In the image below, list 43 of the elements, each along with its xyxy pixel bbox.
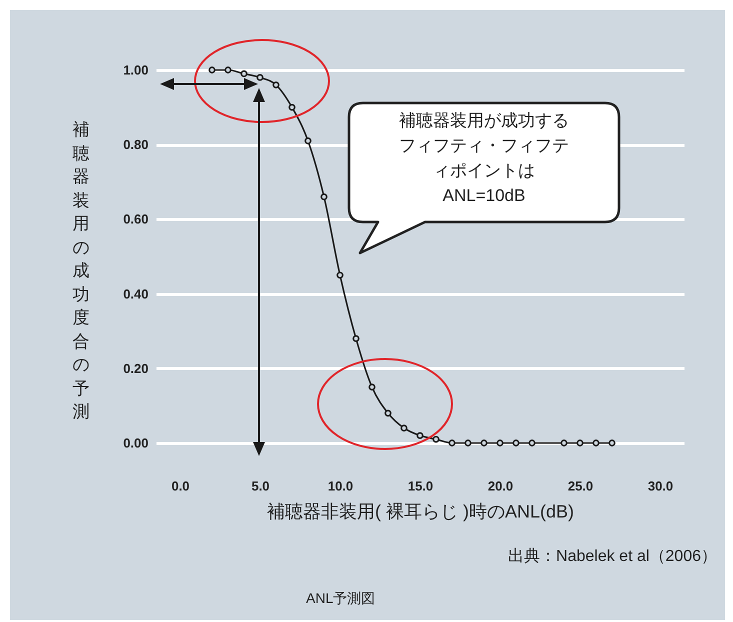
point <box>224 66 232 74</box>
point <box>368 384 376 390</box>
source-note: 出典：Nabelek et al（2006） <box>508 546 717 567</box>
point <box>448 440 456 446</box>
point <box>272 81 280 88</box>
point <box>480 440 488 446</box>
point <box>416 432 424 439</box>
point <box>288 104 296 111</box>
point <box>464 440 472 446</box>
x-tick-label: 5.0 <box>251 478 270 494</box>
text: 補聴器装用の成功度合の予測 <box>72 120 90 421</box>
x-axis-title: 補聴器非装用( 裸耳らじ )時のANL(dB) <box>266 502 574 522</box>
x-tick-label: 25.0 <box>568 478 594 494</box>
x-tick-label: 30.0 <box>648 478 674 494</box>
point <box>528 440 536 446</box>
x-tick-label: 15.0 <box>408 478 434 494</box>
point <box>400 424 408 432</box>
point <box>304 137 312 144</box>
point <box>592 440 600 446</box>
x-tick-label: 10.0 <box>328 478 354 494</box>
point <box>256 74 264 81</box>
point <box>352 335 360 342</box>
point <box>336 272 344 279</box>
y-tick-label: 0.00 <box>123 436 148 450</box>
point <box>432 436 440 443</box>
point <box>208 66 216 74</box>
point <box>608 440 616 446</box>
point <box>560 440 568 446</box>
x-tick-label: 20.0 <box>488 478 514 494</box>
point <box>576 440 584 446</box>
y-tick-label: 0.60 <box>123 212 148 227</box>
y-tick-label: 0.80 <box>123 137 148 152</box>
point <box>512 440 520 446</box>
x-tick-label: 0.0 <box>171 478 190 494</box>
point <box>384 410 392 417</box>
y-tick-label: 0.20 <box>123 360 148 376</box>
text: ANL予測図 <box>306 590 376 608</box>
y-tick-label: 1.00 <box>123 62 148 78</box>
annotation: 補聴器装用が成功するフィフティ・フィフティポイントはANL=10dB <box>398 110 570 207</box>
y-tick-label: 0.40 <box>123 286 148 302</box>
point <box>496 440 504 446</box>
point <box>320 193 328 200</box>
point <box>240 70 248 78</box>
